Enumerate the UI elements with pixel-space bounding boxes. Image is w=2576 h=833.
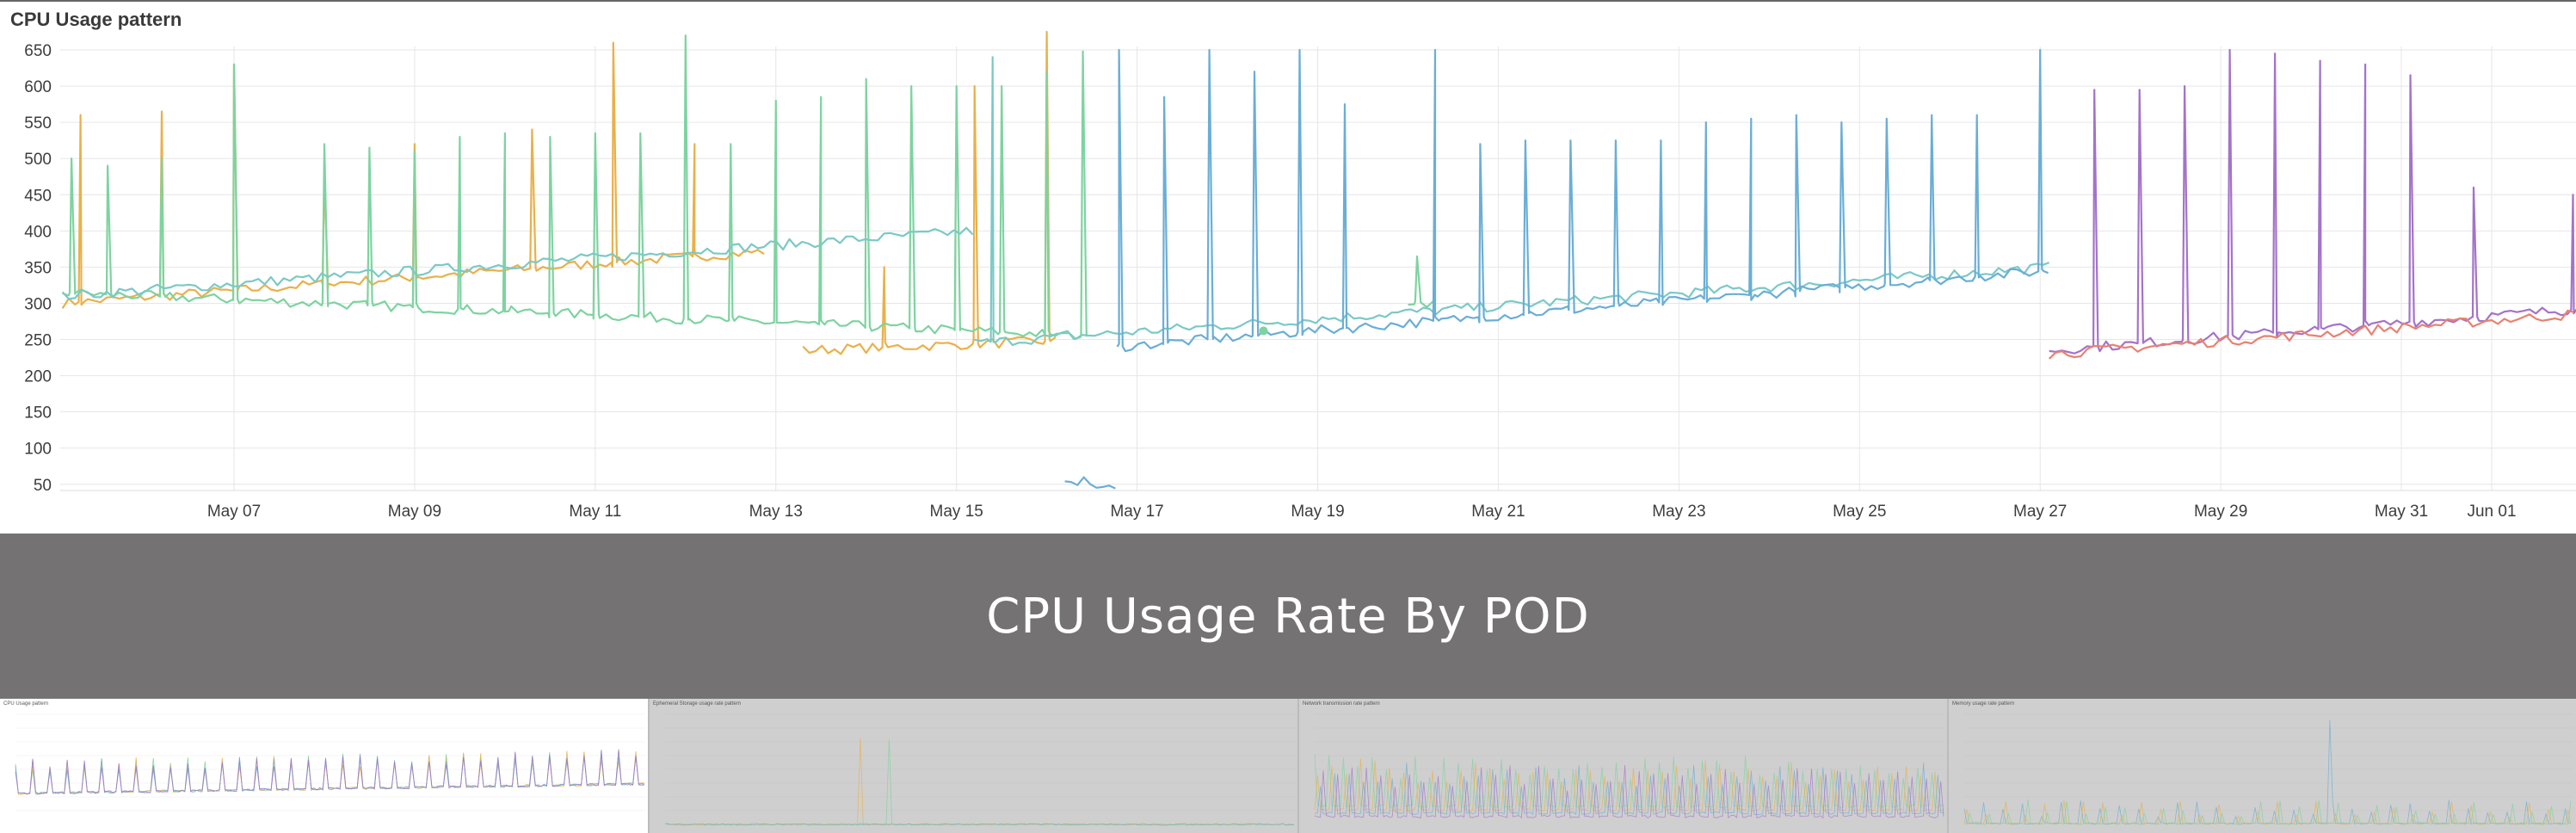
x-tick-label: May 13 bbox=[749, 503, 803, 521]
y-tick-label: 200 bbox=[24, 368, 52, 386]
series-path bbox=[974, 56, 2050, 347]
x-tick-label: May 25 bbox=[1833, 503, 1886, 521]
series-line bbox=[2049, 48, 2576, 355]
panel-title: CPU Usage pattern bbox=[10, 9, 182, 30]
series-path bbox=[62, 34, 1088, 341]
banner-title: CPU Usage Rate By POD bbox=[986, 588, 1590, 645]
x-tick-label: May 09 bbox=[388, 503, 441, 521]
x-tick-label: May 29 bbox=[2194, 503, 2247, 521]
thumbnail-series bbox=[15, 749, 645, 795]
dashboard-thumbnails: CPU Usage pattern Ephemeral Storage usag… bbox=[0, 699, 2576, 833]
thumbnail-cpu-usage[interactable]: CPU Usage pattern bbox=[0, 699, 650, 833]
section-banner: CPU Usage Rate By POD bbox=[0, 534, 2576, 699]
series-line bbox=[1064, 48, 2049, 490]
y-tick-label: 500 bbox=[24, 151, 52, 169]
thumbnail-title: CPU Usage pattern bbox=[3, 701, 49, 707]
series-path bbox=[61, 226, 974, 300]
thumbnail-chart bbox=[1299, 699, 1947, 833]
x-tick-label: May 15 bbox=[930, 503, 983, 521]
y-tick-label: 300 bbox=[24, 295, 52, 313]
thumbnail-title: Ephemeral Storage usage rate pattern bbox=[653, 701, 742, 707]
thumbnail-series bbox=[1314, 754, 1944, 809]
series-line bbox=[62, 34, 1434, 341]
y-tick-label: 100 bbox=[24, 441, 52, 459]
x-tick-label: May 17 bbox=[1110, 503, 1163, 521]
x-tick-label: May 27 bbox=[2013, 503, 2067, 521]
y-tick-label: 250 bbox=[24, 332, 52, 350]
x-tick-label: May 31 bbox=[2375, 503, 2428, 521]
y-tick-label: 600 bbox=[24, 78, 52, 96]
hover-point-marker[interactable] bbox=[1259, 326, 1268, 336]
series-path bbox=[2049, 48, 2576, 355]
cpu-usage-panel: 50 100 150 200 250 300 350 400 450 500 550 600 650 Ma… bbox=[0, 0, 2576, 521]
series-line bbox=[2048, 309, 2574, 360]
x-tick-label: May 21 bbox=[1471, 503, 1525, 521]
thumbnail-title: Network transmission rate pattern bbox=[1303, 701, 1380, 707]
y-tick-label: 650 bbox=[24, 42, 52, 60]
series-path bbox=[1064, 476, 1116, 490]
series-path bbox=[61, 41, 765, 309]
y-tick-label: 400 bbox=[24, 223, 52, 241]
thumbnail-background bbox=[1299, 699, 1947, 833]
thumbnail-series bbox=[664, 823, 1295, 826]
series-path bbox=[1116, 48, 2049, 353]
x-tick-label: May 19 bbox=[1291, 503, 1344, 521]
x-tick-label: May 07 bbox=[207, 503, 261, 521]
series-line bbox=[61, 30, 1057, 355]
cpu-usage-chart: 50 100 150 200 250 300 350 400 450 500 550 600 650 Ma… bbox=[24, 30, 2576, 521]
thumbnail-series bbox=[1963, 799, 2572, 825]
thumbnail-chart bbox=[650, 699, 1297, 833]
y-tick-label: 350 bbox=[24, 259, 52, 277]
grid bbox=[60, 46, 2576, 491]
y-tick-label: 50 bbox=[34, 477, 52, 495]
x-tick-label: May 23 bbox=[1652, 503, 1705, 521]
thumbnail-ephemeral-storage[interactable]: Ephemeral Storage usage rate pattern bbox=[650, 699, 1299, 833]
x-tick-label: May 11 bbox=[569, 503, 621, 521]
y-tick-label: 450 bbox=[24, 187, 52, 205]
y-tick-label: 150 bbox=[24, 404, 52, 423]
thumbnail-memory-usage[interactable]: Memory usage rate pattern bbox=[1949, 699, 2576, 833]
x-tick-label: Jun 01 bbox=[2467, 503, 2516, 521]
series-path bbox=[802, 30, 1057, 355]
series-path bbox=[1408, 255, 1434, 308]
series-line bbox=[61, 56, 2050, 347]
thumbnail-title: Memory usage rate pattern bbox=[1952, 701, 2015, 707]
thumbnail-series bbox=[1314, 765, 1944, 819]
thumbnail-background bbox=[650, 699, 1297, 833]
y-tick-label: 550 bbox=[24, 114, 52, 133]
thumbnail-network-transmission[interactable]: Network transmission rate pattern bbox=[1299, 699, 1949, 833]
series-path bbox=[2048, 309, 2574, 360]
thumbnail-chart bbox=[0, 699, 648, 833]
thumbnail-chart bbox=[1949, 699, 2576, 833]
